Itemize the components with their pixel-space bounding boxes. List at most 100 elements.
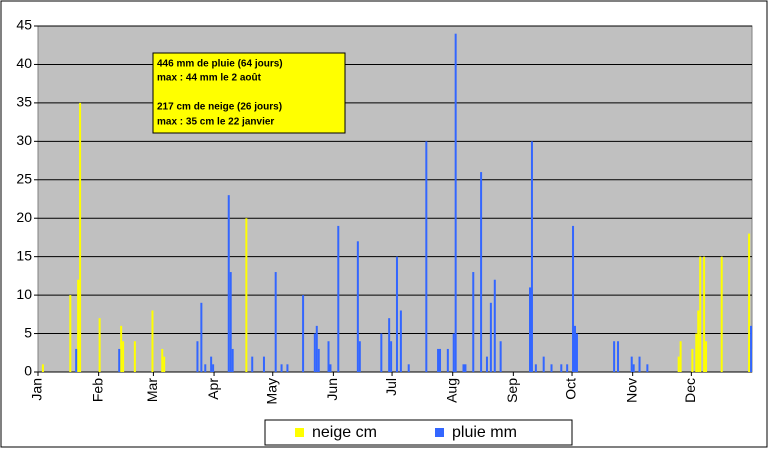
bar xyxy=(212,364,215,372)
x-tick-label: Dec xyxy=(682,378,698,403)
legend-label: pluie mm xyxy=(452,424,517,441)
bar xyxy=(489,302,492,372)
bar xyxy=(472,272,475,372)
bar xyxy=(679,341,682,372)
bar xyxy=(705,341,708,372)
bar xyxy=(566,364,569,372)
bar xyxy=(395,256,398,372)
bar xyxy=(638,356,641,372)
bar xyxy=(161,348,164,372)
y-tick-label: 10 xyxy=(16,286,32,302)
bar xyxy=(560,364,563,372)
bar xyxy=(204,364,207,372)
bar xyxy=(695,333,698,372)
bar xyxy=(313,333,316,372)
x-tick-label: Jun xyxy=(324,378,340,401)
x-tick-label: Aug xyxy=(443,378,459,403)
bar xyxy=(200,302,203,372)
y-tick-label: 15 xyxy=(16,247,32,263)
bar xyxy=(229,272,232,372)
bar xyxy=(358,341,361,372)
bar xyxy=(120,325,123,372)
y-tick-label: 35 xyxy=(16,94,32,110)
bar xyxy=(697,310,700,372)
bar xyxy=(399,310,402,372)
bar xyxy=(437,348,440,372)
y-tick-label: 25 xyxy=(16,170,32,186)
bar xyxy=(439,348,442,372)
bar xyxy=(286,364,289,372)
bar xyxy=(380,333,383,372)
bar xyxy=(163,356,166,372)
bar xyxy=(210,356,213,372)
bar xyxy=(499,341,502,372)
bar xyxy=(480,172,483,372)
x-tick-label: May xyxy=(263,378,279,404)
bar xyxy=(118,348,121,372)
bar xyxy=(748,233,751,372)
bar xyxy=(464,364,467,372)
bar xyxy=(227,195,230,372)
x-tick-label: Nov xyxy=(623,378,639,403)
legend-swatch xyxy=(295,428,304,437)
legend xyxy=(264,419,573,446)
legend-swatch xyxy=(435,428,444,437)
annotation: 446 mm de pluie (64 jours) xyxy=(157,59,283,70)
bar xyxy=(572,225,575,372)
bar xyxy=(329,364,332,372)
bar xyxy=(231,348,234,372)
bar xyxy=(493,279,496,372)
bar xyxy=(315,325,318,372)
bar xyxy=(534,364,537,372)
bar xyxy=(41,364,44,372)
bar xyxy=(575,333,578,372)
bar xyxy=(302,295,305,372)
bar xyxy=(388,318,391,372)
bar xyxy=(454,33,457,372)
bar xyxy=(317,348,320,372)
plot-area xyxy=(37,25,753,373)
bar xyxy=(750,325,753,372)
bar xyxy=(75,348,78,372)
legend-label: neige cm xyxy=(312,424,377,441)
bar xyxy=(133,341,136,372)
annotation: max : 35 cm le 22 janvier xyxy=(157,117,274,128)
y-tick-label: 40 xyxy=(16,55,32,71)
bar xyxy=(617,341,620,372)
x-tick-label: Oct xyxy=(563,378,579,400)
bar xyxy=(720,256,723,372)
annotation: max : 44 mm le 2 août xyxy=(157,73,262,84)
bar xyxy=(613,341,616,372)
bar xyxy=(528,287,531,372)
bar xyxy=(77,279,80,372)
x-tick-label: Sep xyxy=(504,378,520,403)
bar xyxy=(677,356,680,372)
bar xyxy=(452,333,455,372)
bar xyxy=(407,364,410,372)
y-tick-label: 0 xyxy=(24,363,32,379)
bar xyxy=(691,348,694,372)
bar xyxy=(446,348,449,372)
bar xyxy=(632,364,635,372)
bar xyxy=(573,325,576,372)
bar xyxy=(699,256,702,372)
bar xyxy=(550,364,553,372)
bar xyxy=(280,364,283,372)
bar xyxy=(462,364,465,372)
bar xyxy=(69,295,72,372)
bar xyxy=(327,341,330,372)
x-tick-label: Jan xyxy=(29,378,45,401)
y-tick-label: 5 xyxy=(24,324,32,340)
bar xyxy=(390,341,393,372)
bar xyxy=(425,141,428,372)
bar xyxy=(196,341,199,372)
bar xyxy=(274,272,277,372)
bar xyxy=(262,356,265,372)
bar xyxy=(251,356,254,372)
annotation: 217 cm de neige (26 jours) xyxy=(157,102,282,113)
bar xyxy=(356,241,359,372)
bar xyxy=(542,356,545,372)
bar xyxy=(646,364,649,372)
y-tick-label: 30 xyxy=(16,132,32,148)
